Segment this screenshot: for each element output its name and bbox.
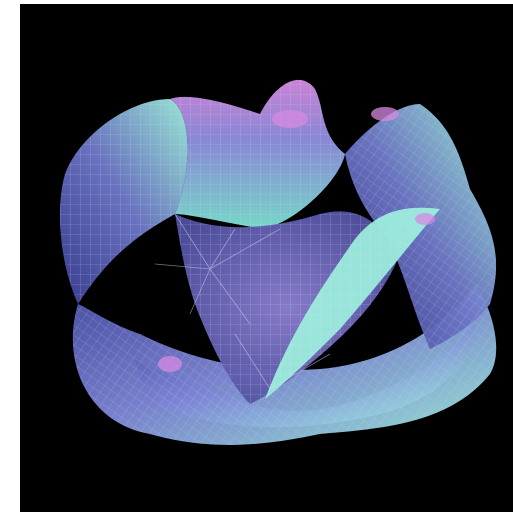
render-viewport [20, 4, 513, 512]
surface-render [59, 79, 497, 445]
